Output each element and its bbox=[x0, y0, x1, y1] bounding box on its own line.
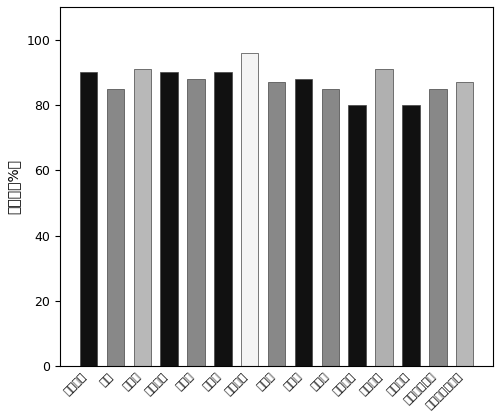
Bar bbox=[160, 72, 178, 366]
Bar bbox=[429, 89, 446, 366]
Bar bbox=[348, 105, 366, 366]
Y-axis label: 去除率（%）: 去除率（%） bbox=[7, 159, 21, 214]
Bar bbox=[294, 79, 312, 366]
Bar bbox=[134, 69, 151, 366]
Bar bbox=[402, 105, 419, 366]
Bar bbox=[376, 69, 393, 366]
Bar bbox=[106, 89, 124, 366]
Bar bbox=[322, 89, 339, 366]
Bar bbox=[214, 72, 232, 366]
Bar bbox=[187, 79, 204, 366]
Bar bbox=[241, 53, 258, 366]
Bar bbox=[80, 72, 97, 366]
Bar bbox=[456, 82, 473, 366]
Bar bbox=[268, 82, 285, 366]
